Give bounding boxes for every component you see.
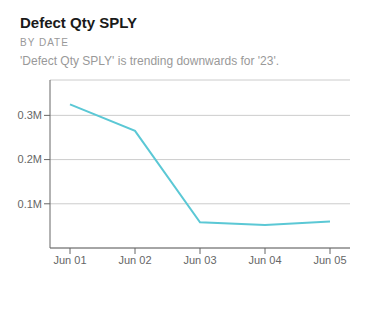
html-text:Defect Qty SPLY: Defect Qty SPLY <box>20 14 137 31</box>
svg-text:0.3M: 0.3M <box>18 109 42 121</box>
html-text:'Defect Qty SPLY' is trending: 'Defect Qty SPLY' is trending downwards … <box>20 54 280 68</box>
svg-text:Jun 05: Jun 05 <box>313 254 346 266</box>
svg-text:Jun 02: Jun 02 <box>118 254 151 266</box>
svg-text:Jun 03: Jun 03 <box>183 254 216 266</box>
svg-text:0.1M: 0.1M <box>18 198 42 210</box>
html-text:BY DATE: BY DATE <box>20 37 69 48</box>
svg-text:0.2M: 0.2M <box>18 153 42 165</box>
svg-text:Jun 01: Jun 01 <box>53 254 86 266</box>
svg-text:Jun 04: Jun 04 <box>248 254 281 266</box>
